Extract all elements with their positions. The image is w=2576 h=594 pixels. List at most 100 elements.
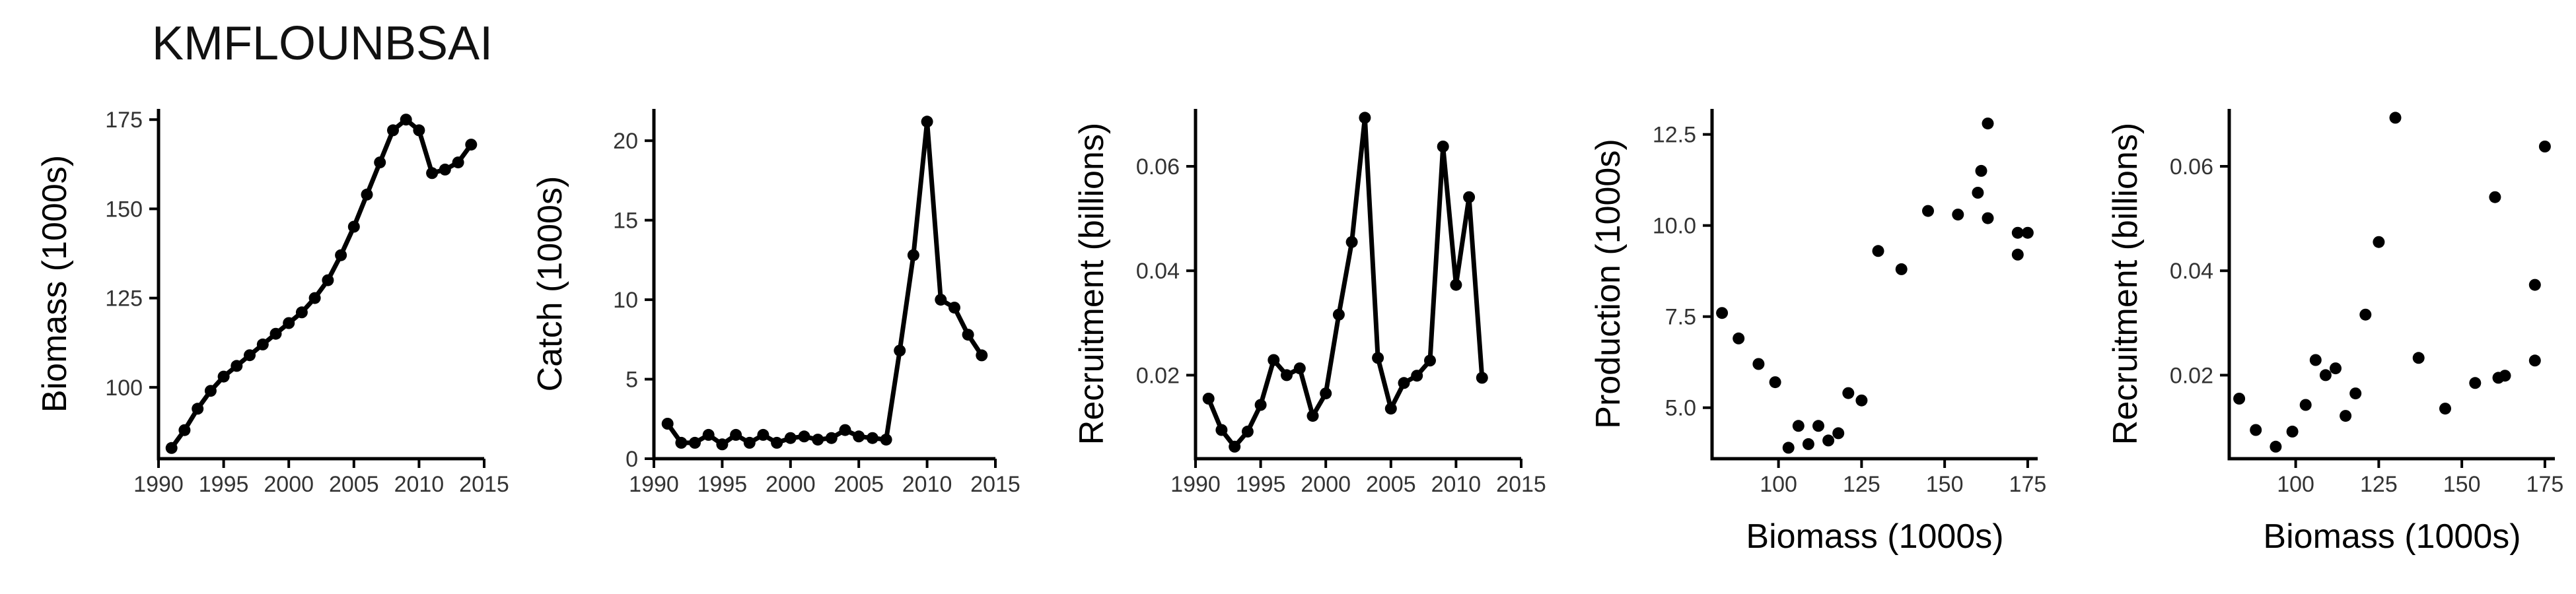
chart-4-y-tick-label: 12.5 xyxy=(1653,123,1696,148)
chart-1-x-tick-label: 1995 xyxy=(199,472,249,497)
chart-5-data-point xyxy=(2286,425,2299,438)
chart-1-y-tick-label: 150 xyxy=(105,197,143,222)
chart-5-x-tick-label: 175 xyxy=(2526,472,2564,497)
chart-1-data-point xyxy=(269,327,282,340)
chart-4-data-point xyxy=(1716,307,1729,319)
chart-1-data-point xyxy=(374,156,386,169)
chart-5-x-axis-title: Biomass (1000s) xyxy=(2263,517,2521,556)
chart-3-data-point xyxy=(1424,354,1436,367)
chart-2-data-point xyxy=(757,428,769,441)
chart-3-data-point xyxy=(1398,377,1410,389)
chart-5-data-point xyxy=(2489,191,2501,203)
chart-2-y-tick-label: 0 xyxy=(626,447,638,472)
chart-5-x-tick-label: 150 xyxy=(2443,472,2481,497)
chart-4-data-point xyxy=(1872,245,1884,257)
chart-2-x-tick-label: 2010 xyxy=(902,472,952,497)
chart-1-y-axis-title: Biomass (1000s) xyxy=(36,155,74,412)
chart-4-data-point xyxy=(1975,164,1987,177)
chart-3-x-tick-label: 1990 xyxy=(1170,472,1221,497)
chart-3-y-axis-title: Recruitment (billions) xyxy=(1073,123,1111,445)
chart-3-y-tick-label: 0.06 xyxy=(1136,154,1180,180)
chart-2-data-point xyxy=(771,436,783,449)
chart-5-axes xyxy=(2227,109,2555,461)
chart-3-x-tick-label: 2015 xyxy=(1496,472,1546,497)
chart-1-data-point xyxy=(204,385,217,397)
chart-2-data-point xyxy=(825,432,838,444)
chart-3-x-tick-label: 2000 xyxy=(1301,472,1351,497)
chart-2-data-point xyxy=(907,249,919,261)
chart-5-data-point xyxy=(2373,236,2385,248)
chart-1-x-tick-label: 2015 xyxy=(459,472,509,497)
chart-4-y-tick-label: 10.0 xyxy=(1653,214,1696,239)
chart-2-data-point xyxy=(661,418,674,430)
chart-2-data-point xyxy=(784,432,797,444)
chart-3-data-point xyxy=(1359,112,1371,124)
chart-1-data-point xyxy=(439,163,451,176)
chart-2-y-tick-label: 5 xyxy=(626,368,638,393)
chart-2-data-point xyxy=(880,434,892,446)
chart-3-y-tick-label: 0.04 xyxy=(1136,259,1180,284)
chart-5-data-point xyxy=(2469,377,2482,389)
chart-2-y-tick-label: 10 xyxy=(613,288,638,313)
chart-5-data-point xyxy=(2359,308,2372,321)
chart-2-x-tick-label: 2015 xyxy=(970,472,1020,497)
chart-2-data-point xyxy=(730,428,742,441)
chart-3-x-tick-label: 1995 xyxy=(1236,472,1286,497)
chart-3-data-point xyxy=(1229,440,1241,453)
chart-1-data-point xyxy=(452,156,464,169)
chart-5-data-point xyxy=(2299,399,2312,411)
chart-4-y-tick-label: 7.5 xyxy=(1665,305,1696,330)
chart-5-y-tick-label: 0.06 xyxy=(2170,154,2213,180)
chart-1-data-point xyxy=(217,370,230,383)
chart-4-x-tick-label: 150 xyxy=(1926,472,1964,497)
chart-4-data-point xyxy=(1792,420,1805,432)
chart-1-data-point xyxy=(400,114,412,126)
chart-3-data-point xyxy=(1306,410,1319,422)
chart-5-data-point xyxy=(2330,362,2342,375)
chart-4-data-point xyxy=(2011,226,2024,239)
chart-4-data-point xyxy=(1982,212,1994,224)
chart-4-data-point xyxy=(1842,387,1855,399)
chart-3-data-point xyxy=(1437,141,1449,152)
chart-3-data-point xyxy=(1411,370,1423,382)
chart-1-data-point xyxy=(347,220,360,233)
chart-5-data-point xyxy=(2439,403,2451,415)
chart-2-series-line xyxy=(665,119,984,447)
chart-2-data-point xyxy=(935,294,947,306)
chart-5-data-point xyxy=(2412,352,2425,364)
chart-5-data-point xyxy=(2389,112,2402,124)
chart-3-data-point xyxy=(1215,424,1228,436)
chart-3-data-point xyxy=(1476,372,1488,384)
chart-5-y-tick-label: 0.04 xyxy=(2170,259,2213,284)
chart-1-data-point xyxy=(256,338,269,350)
chart-1-data-point xyxy=(165,442,178,454)
chart-1-data-point xyxy=(426,167,439,180)
chart-1-data-point xyxy=(295,306,308,319)
chart-4-x-tick-label: 100 xyxy=(1760,472,1797,497)
chart-2-data-point xyxy=(716,438,729,451)
chart-4-axes xyxy=(1710,109,2038,461)
chart-3-data-point xyxy=(1450,279,1462,291)
chart-4-data-point xyxy=(1982,117,1994,130)
chart-2-x-tick-label: 1990 xyxy=(629,472,679,497)
chart-5-data-point xyxy=(2319,369,2332,381)
chart-2-data-point xyxy=(894,345,906,357)
chart-1-data-point xyxy=(335,249,347,261)
chart-5-x-tick-label: 125 xyxy=(2360,472,2398,497)
chart-5-x-tick-label: 100 xyxy=(2277,472,2314,497)
chart-2-data-point xyxy=(675,436,688,449)
chart-4-data-point xyxy=(1769,376,1781,389)
chart-5-data-point xyxy=(2309,354,2322,366)
chart-4-y-axis-title: Production (1000s) xyxy=(1589,139,1628,428)
chart-2-data-point xyxy=(812,434,824,446)
chart-2-y-tick-label: 20 xyxy=(613,129,638,154)
chart-3-data-point xyxy=(1202,393,1215,405)
chart-2-data-point xyxy=(743,436,756,449)
chart-2-y-tick-label: 15 xyxy=(613,209,638,234)
chart-4-data-point xyxy=(1752,358,1765,370)
chart-4-data-point xyxy=(1895,263,1908,275)
chart-1-data-point xyxy=(231,360,243,372)
chart-3-data-point xyxy=(1345,236,1358,248)
chart-1-data-point xyxy=(178,424,191,436)
chart-2-y-axis-title: Catch (1000s) xyxy=(531,176,569,392)
